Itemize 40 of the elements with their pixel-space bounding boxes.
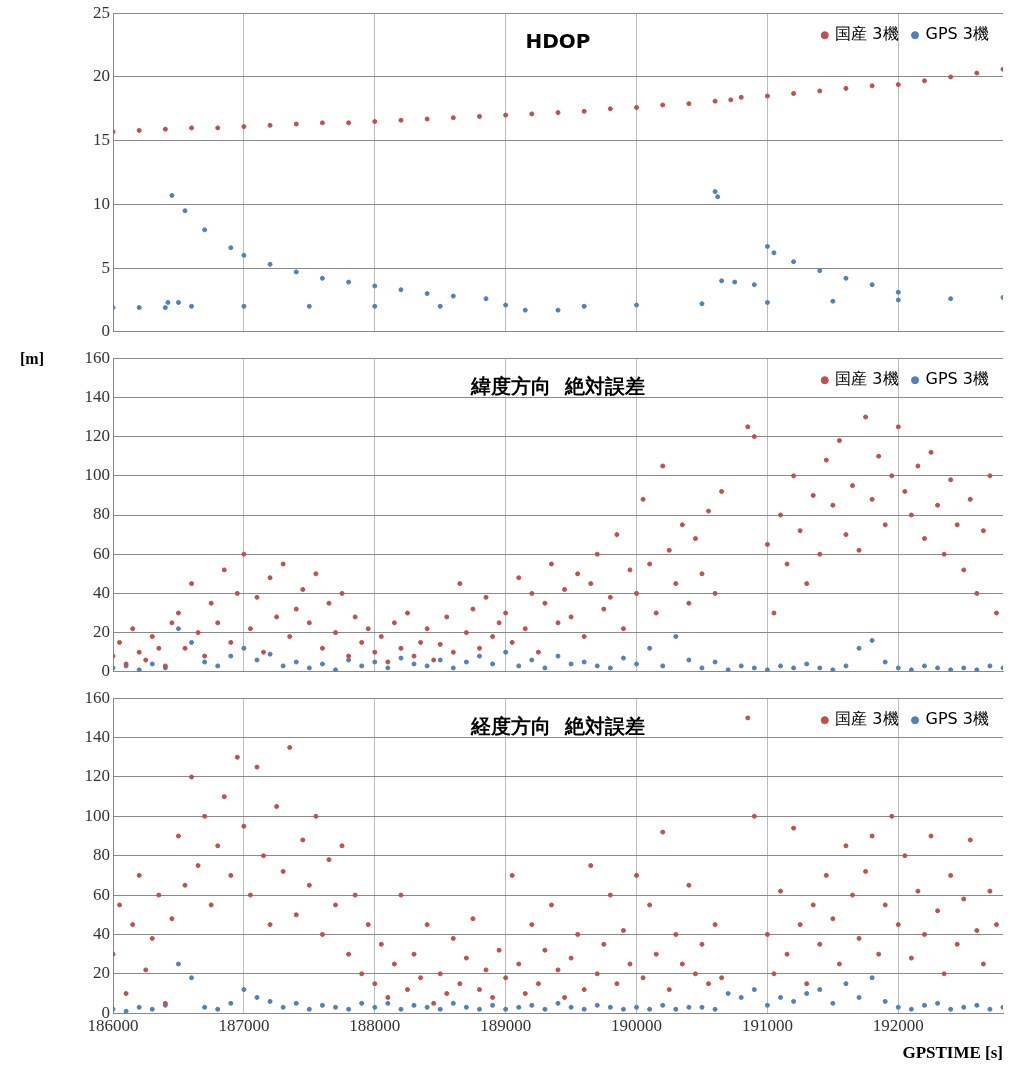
y-tick-label: 140: [84, 386, 110, 406]
x-tick-label: 189000: [480, 1015, 532, 1035]
y-tick-label: 25: [93, 2, 110, 22]
y-tick-label: 20: [93, 963, 110, 983]
y-tick-label: 160: [84, 347, 110, 367]
y-tick-label: 5: [101, 257, 110, 277]
y-tick-label: 0: [101, 321, 110, 341]
y-tick-label: 100: [84, 465, 110, 485]
y-tick-label: 60: [93, 543, 110, 563]
x-tick-label: 192000: [872, 1015, 924, 1035]
legend-label: 国産 3機: [835, 24, 899, 44]
x-tick-label: 188000: [349, 1015, 401, 1035]
y-axis-title: [m]: [20, 350, 44, 368]
y-tick-label: 40: [93, 923, 110, 943]
legend-label: 国産 3機: [835, 369, 899, 389]
x-tick-label: 191000: [741, 1015, 793, 1035]
x-tick-label: 190000: [611, 1015, 663, 1035]
legend-label: 国産 3機: [835, 709, 899, 729]
y-tick-label: 10: [93, 193, 110, 213]
x-tick-label: 187000: [218, 1015, 270, 1035]
y-tick-label: 20: [93, 622, 110, 642]
y-tick-label: 0: [101, 661, 110, 681]
legend-label: GPS 3機: [925, 709, 989, 729]
text: 緯度方向 絶対誤差: [470, 374, 645, 399]
y-tick-label: 15: [93, 130, 110, 150]
x-axis-title: GPSTIME [s]: [902, 1043, 1003, 1063]
text: 経度方向 絶対誤差: [470, 714, 645, 739]
y-tick-label: 140: [84, 727, 110, 747]
legend-label: GPS 3機: [925, 369, 989, 389]
text: HDOP: [525, 29, 591, 54]
legend-label: GPS 3機: [925, 24, 989, 44]
y-tick-label: 120: [84, 426, 110, 446]
y-tick-label: 80: [93, 845, 110, 865]
y-tick-label: 60: [93, 884, 110, 904]
y-tick-label: 40: [93, 582, 110, 602]
y-tick-label: 160: [84, 687, 110, 707]
y-tick-label: 120: [84, 766, 110, 786]
y-tick-label: 20: [93, 66, 110, 86]
y-tick-label: 80: [93, 504, 110, 524]
y-tick-label: 100: [84, 805, 110, 825]
